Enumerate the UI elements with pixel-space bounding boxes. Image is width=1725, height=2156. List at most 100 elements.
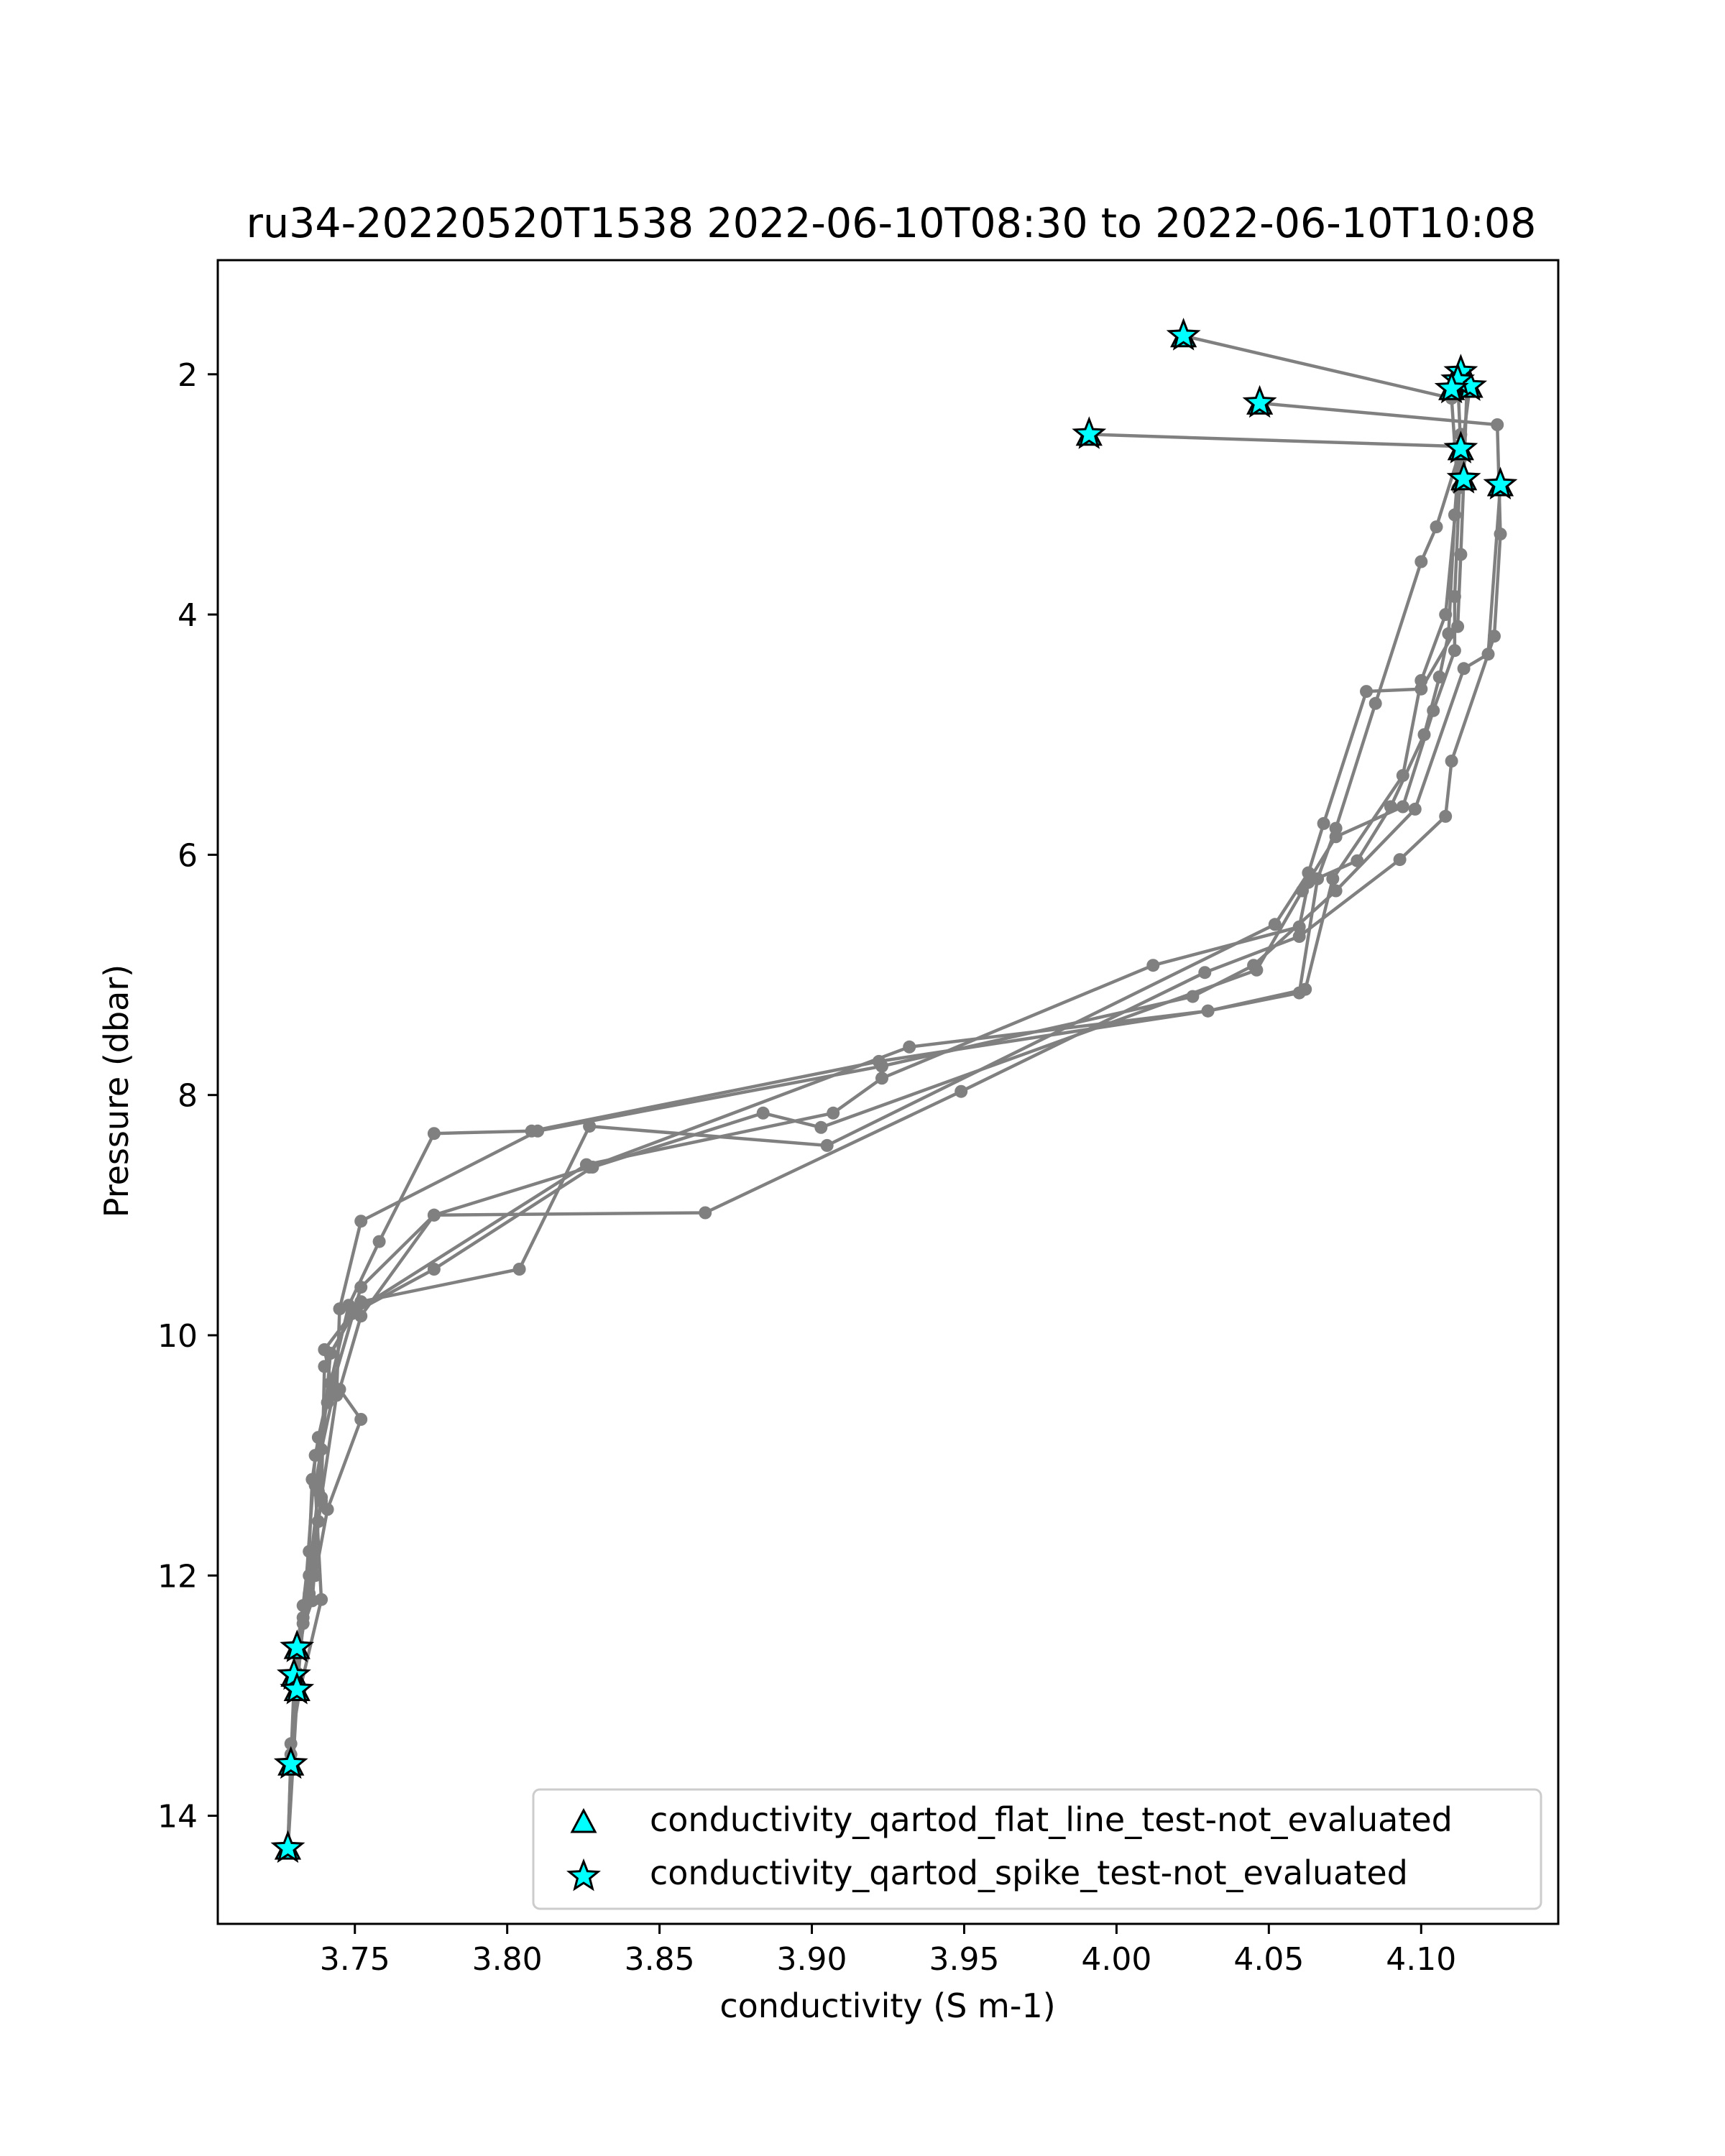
data-point: [1329, 821, 1343, 835]
legend-triangle-marker-icon: [570, 1807, 597, 1833]
spike-flag-marker: [1166, 318, 1201, 351]
y-tick-label: 4: [178, 597, 198, 634]
legend-box: [532, 1788, 1542, 1910]
data-point: [827, 1106, 840, 1120]
legend-label-flat-line: conductivity_qartod_flat_line_test-not_e…: [650, 1800, 1453, 1839]
data-point: [296, 1611, 310, 1624]
data-point: [1311, 872, 1325, 885]
data-point: [1414, 682, 1428, 696]
data-point: [354, 1215, 368, 1228]
data-point: [1430, 520, 1443, 534]
data-point: [1198, 966, 1212, 980]
spike-flag-marker: [273, 1746, 308, 1779]
x-tick-label: 4.10: [1386, 1941, 1456, 1978]
data-point: [1448, 644, 1461, 658]
data-point: [1427, 704, 1440, 717]
data-point: [1481, 648, 1495, 661]
data-point: [1393, 853, 1407, 867]
spike-flag-marker: [1242, 384, 1277, 418]
data-point: [820, 1138, 834, 1152]
data-point: [1268, 918, 1282, 931]
legend-star-marker-icon: [566, 1858, 601, 1892]
data-point: [427, 1263, 441, 1276]
spike-flag-marker: [1443, 430, 1478, 464]
x-axis-ticks: 3.75 3.80 3.85 3.90 3.95 4.00 4.05 4.10: [320, 1924, 1456, 1978]
data-point: [583, 1120, 597, 1133]
data-point: [756, 1106, 770, 1120]
data-point: [354, 1413, 368, 1426]
data-point: [875, 1072, 888, 1085]
data-point: [1201, 1004, 1215, 1018]
data-point: [372, 1235, 386, 1248]
profile-lines: [281, 329, 1507, 1860]
data-point: [1451, 619, 1465, 633]
y-tick-label: 6: [178, 837, 198, 874]
data-point: [1317, 816, 1330, 830]
data-point: [1396, 800, 1409, 814]
spike-flag-marker: [1446, 461, 1481, 494]
data-point: [1491, 418, 1504, 431]
data-point: [1329, 884, 1343, 898]
x-tick-label: 3.80: [472, 1941, 543, 1978]
data-point: [354, 1295, 368, 1309]
data-point: [1292, 930, 1306, 943]
y-tick-label: 14: [157, 1799, 198, 1835]
data-point: [875, 1059, 888, 1073]
x-tick-label: 3.95: [929, 1941, 999, 1978]
data-point: [699, 1206, 712, 1220]
data-point: [318, 1343, 331, 1356]
spike-flag-marker: [1434, 370, 1469, 404]
data-point: [308, 1569, 322, 1583]
x-tick-label: 4.05: [1233, 1941, 1304, 1978]
data-point: [427, 1127, 441, 1141]
legend-label-spike: conductivity_qartod_spike_test-not_evalu…: [650, 1853, 1408, 1892]
flag-markers: [270, 318, 1518, 1864]
plot-area-frame: [216, 259, 1560, 1925]
data-point: [1439, 809, 1453, 823]
x-tick-label: 3.85: [625, 1941, 695, 1978]
data-point: [1360, 685, 1373, 699]
spike-flag-marker: [1483, 466, 1518, 499]
data-point: [1302, 866, 1315, 880]
y-axis-label: Pressure (dbar): [97, 964, 136, 1217]
x-tick-label: 3.75: [320, 1941, 390, 1978]
data-point: [1146, 959, 1160, 972]
data-point: [315, 1491, 328, 1504]
y-tick-label: 10: [157, 1318, 198, 1355]
data-point: [1457, 662, 1471, 676]
data-point: [1368, 696, 1382, 710]
spike-flag-marker: [270, 1830, 305, 1864]
data-point: [333, 1302, 346, 1316]
x-axis-label: conductivity (S m-1): [719, 1986, 1055, 2025]
data-point: [1326, 872, 1340, 885]
data-point: [315, 1442, 328, 1456]
y-tick-label: 8: [178, 1078, 198, 1115]
spike-flag-marker: [280, 1671, 315, 1705]
chart-title: ru34-20220520T1538 2022-06-10T08:30 to 2…: [247, 200, 1537, 247]
data-point: [1445, 755, 1458, 768]
data-point: [1414, 555, 1428, 568]
data-point: [427, 1208, 441, 1222]
y-tick-label: 12: [157, 1558, 198, 1595]
x-tick-label: 3.90: [777, 1941, 847, 1978]
legend: conductivity_qartod_flat_line_test-not_e…: [532, 1788, 1542, 1910]
data-point: [333, 1383, 346, 1396]
data-point: [354, 1281, 368, 1294]
data-point: [354, 1309, 368, 1323]
data-point: [1247, 959, 1261, 972]
data-point: [315, 1593, 328, 1606]
profile-line: [286, 484, 1502, 1851]
x-tick-label: 4.00: [1081, 1941, 1151, 1978]
data-point: [531, 1124, 545, 1138]
data-point: [512, 1263, 526, 1276]
y-axis-ticks: 2 4 6 8 10 12 14: [157, 357, 218, 1835]
y-tick-label: 2: [178, 357, 198, 394]
data-point: [954, 1084, 968, 1098]
data-point: [308, 1478, 322, 1492]
data-point: [1292, 986, 1306, 1000]
data-point: [814, 1120, 828, 1134]
data-point: [583, 1161, 597, 1174]
spike-flag-marker: [280, 1629, 315, 1662]
data-point: [1186, 990, 1200, 1003]
